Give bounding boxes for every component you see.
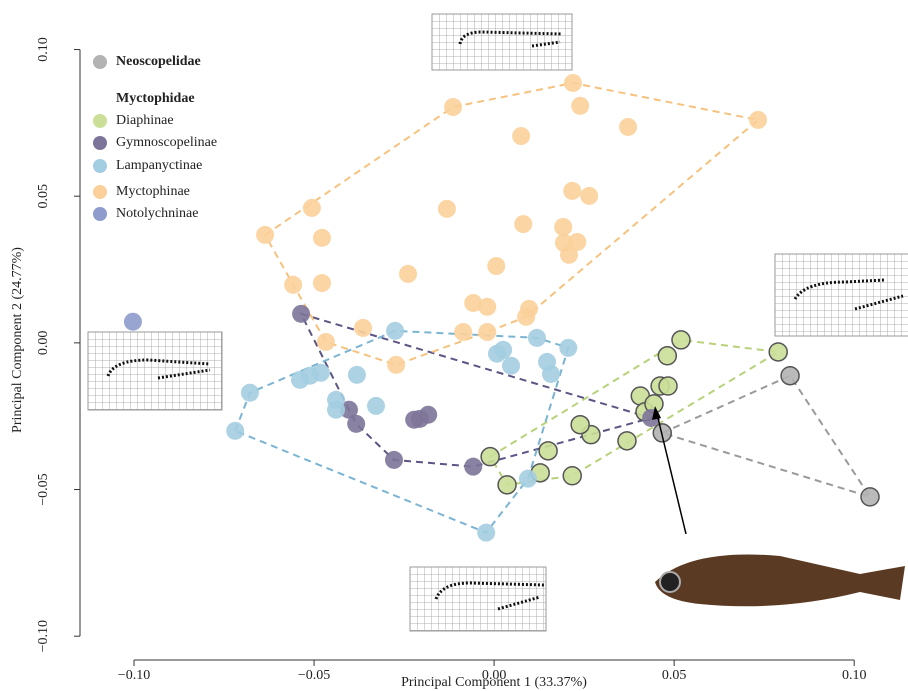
y-axis-title: Principal Component 2 (24.77%) (10, 247, 25, 433)
point (559, 339, 577, 357)
x-tick-label: 0.10 (842, 668, 867, 683)
point (385, 451, 403, 469)
legend-swatch (93, 207, 107, 221)
point (564, 74, 582, 92)
point (498, 476, 516, 494)
point (386, 322, 404, 340)
point (481, 448, 499, 466)
fish-photo (655, 554, 905, 606)
point (580, 187, 598, 205)
point (781, 367, 799, 385)
point (554, 218, 572, 236)
point (560, 246, 578, 264)
point (478, 323, 496, 341)
point (327, 401, 345, 419)
point (512, 127, 530, 145)
legend-label: Diaphinae (116, 113, 174, 128)
point (419, 406, 437, 424)
legend-label: Gymnoscopelinae (116, 135, 217, 150)
point (517, 308, 535, 326)
point (317, 333, 335, 351)
point (312, 364, 330, 382)
legend-swatch (93, 136, 107, 150)
group-hull (662, 376, 870, 497)
point (313, 274, 331, 292)
point (563, 467, 581, 485)
point (542, 365, 560, 383)
y-tick-label: 0.05 (36, 184, 51, 209)
point (672, 331, 690, 349)
legend-label: Notolychninae (116, 206, 198, 221)
point (399, 265, 417, 283)
point (478, 298, 496, 316)
legend-label: Lampanyctinae (116, 158, 202, 173)
point (618, 432, 636, 450)
point (464, 458, 482, 476)
group-hull (301, 314, 651, 467)
point (749, 111, 767, 129)
x-tick-label: 0.05 (662, 668, 687, 683)
point (619, 118, 637, 136)
y-tick-label: 0.10 (36, 37, 51, 62)
point (347, 415, 365, 433)
point (494, 341, 512, 359)
point (241, 384, 259, 402)
point (284, 276, 302, 294)
point (539, 442, 557, 460)
legend-swatch (93, 55, 107, 69)
point (519, 470, 537, 488)
point (454, 323, 472, 341)
point (303, 199, 321, 217)
point (571, 97, 589, 115)
legend-swatch (93, 114, 107, 128)
legend-label: Neoscopelidae (116, 54, 201, 69)
chart: −0.10−0.050.000.050.10−0.10−0.050.000.05… (0, 0, 908, 691)
point (658, 347, 676, 365)
point (502, 357, 520, 375)
legend-swatch (93, 159, 107, 173)
point (487, 257, 505, 275)
point (438, 200, 456, 218)
x-axis-title: Principal Component 1 (33.37%) (401, 675, 587, 690)
legend-label: Myctophinae (116, 184, 190, 199)
point (514, 215, 532, 233)
point (292, 305, 310, 323)
y-tick-label: −0.10 (36, 620, 51, 652)
point (444, 98, 462, 116)
y-tick-label: 0.00 (36, 331, 51, 356)
point (528, 329, 546, 347)
shape-thumbnails (88, 14, 908, 631)
point (477, 524, 495, 542)
point (124, 313, 142, 331)
point (313, 229, 331, 247)
legend-swatch (93, 185, 107, 199)
x-tick-label: −0.05 (298, 668, 330, 683)
point (256, 226, 274, 244)
point (563, 182, 581, 200)
point (367, 397, 385, 415)
point (226, 422, 244, 440)
y-tick-label: −0.05 (36, 473, 51, 505)
x-tick-label: −0.10 (118, 668, 150, 683)
point (769, 343, 787, 361)
point (348, 366, 366, 384)
point (354, 319, 372, 337)
legend-group-title: Myctophidae (116, 91, 195, 106)
point (387, 356, 405, 374)
point (571, 416, 589, 434)
point (861, 488, 879, 506)
point (659, 377, 677, 395)
group-hull (265, 83, 758, 365)
